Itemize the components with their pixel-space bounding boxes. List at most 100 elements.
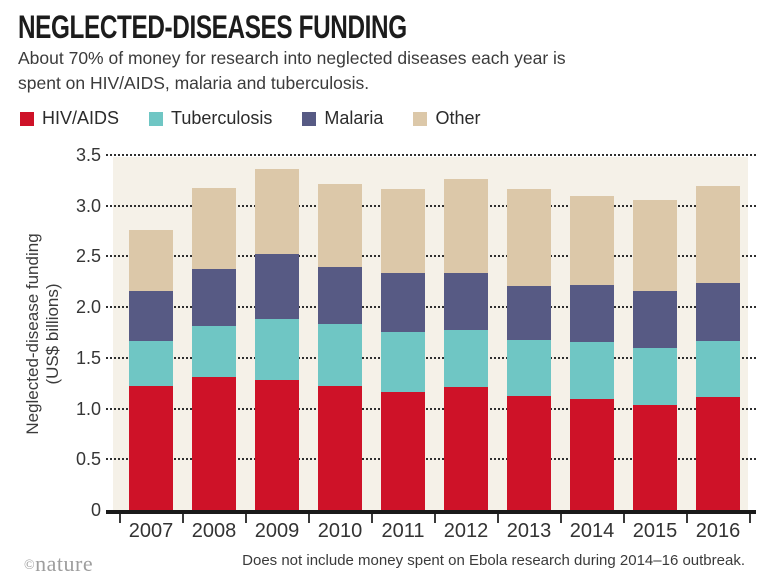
gridline-0.5 <box>106 458 756 461</box>
bar-2015-other <box>633 199 677 291</box>
footnote: Does not include money spent on Ebola re… <box>242 552 745 569</box>
x-label-2010: 2010 <box>317 520 363 542</box>
y-axis-title-line-1: Neglected-disease funding <box>23 233 42 435</box>
legend-label-hiv-aids: HIV/AIDS <box>42 108 120 128</box>
bar-2012-other <box>444 179 488 273</box>
gridline-3.0 <box>106 204 756 207</box>
y-tick-1-5: 1.5 <box>75 347 101 368</box>
x-tick-10 <box>748 514 751 523</box>
gridline-1.0 <box>106 407 756 410</box>
bar-2015-tuberculosis <box>633 347 677 405</box>
bar-2010-hiv-aids <box>318 386 362 510</box>
legend: HIV/AIDS Tuberculosis Malaria Other <box>20 108 480 129</box>
bar-2011-other <box>381 189 425 273</box>
x-label-2016: 2016 <box>695 520 741 542</box>
chart-title: NEGLECTED-DISEASES FUNDING <box>18 9 407 45</box>
bar-2016-malaria <box>696 282 740 341</box>
gridline-1.5 <box>106 356 756 359</box>
x-label-2012: 2012 <box>443 520 489 542</box>
bar-2009-malaria <box>255 254 299 320</box>
bar-2008-hiv-aids <box>192 377 236 510</box>
bar-2016-hiv-aids <box>696 397 740 510</box>
bar-2011-hiv-aids <box>381 392 425 510</box>
x-tick-2 <box>244 514 247 523</box>
bar-2013-malaria <box>507 285 551 340</box>
legend-label-tuberculosis: Tuberculosis <box>171 108 273 128</box>
y-tick-2-0: 2.0 <box>75 297 101 318</box>
x-tick-3 <box>307 514 310 523</box>
x-tick-8 <box>622 514 625 523</box>
x-label-2015: 2015 <box>632 520 678 542</box>
legend-swatch-tuberculosis <box>149 111 164 126</box>
nature-wordmark: nature <box>35 551 94 576</box>
x-tick-1 <box>181 514 184 523</box>
bar-2010-tuberculosis <box>318 324 362 387</box>
bar-2008-other <box>192 188 236 269</box>
x-label-2014: 2014 <box>569 520 615 542</box>
x-tick-5 <box>433 514 436 523</box>
bar-2012-malaria <box>444 272 488 331</box>
x-label-2011: 2011 <box>381 520 425 542</box>
bar-2014-hiv-aids <box>570 399 614 510</box>
x-label-2008: 2008 <box>191 520 237 542</box>
bar-2009-hiv-aids <box>255 380 299 510</box>
legend-swatch-other <box>413 111 428 126</box>
x-tick-9 <box>685 514 688 523</box>
y-tick-0: 0 <box>90 500 101 520</box>
x-label-2009: 2009 <box>254 520 300 542</box>
x-tick-7 <box>559 514 562 523</box>
y-tick-3-0: 3.0 <box>75 195 101 216</box>
x-tick-4 <box>370 514 373 523</box>
bar-2009-other <box>255 169 299 255</box>
gridline-2.5 <box>106 255 756 258</box>
bar-2013-tuberculosis <box>507 339 551 397</box>
x-axis-line <box>106 510 756 514</box>
bar-2011-tuberculosis <box>381 332 425 393</box>
gridline-3.5 <box>106 153 756 156</box>
bar-2008-tuberculosis <box>192 326 236 378</box>
bar-2009-tuberculosis <box>255 319 299 381</box>
y-tick-0-5: 0.5 <box>75 449 101 470</box>
bar-2015-malaria <box>633 290 677 348</box>
y-tick-3-5: 3.5 <box>75 144 101 165</box>
legend-item-other: Other <box>413 108 480 129</box>
nature-logo: ©nature <box>24 551 93 577</box>
bar-2013-other <box>507 189 551 286</box>
bar-2010-malaria <box>318 266 362 325</box>
y-tick-2-5: 2.5 <box>75 246 101 267</box>
bar-2012-tuberculosis <box>444 330 488 388</box>
bar-2007-other <box>129 230 173 291</box>
y-axis-title-line-2: (US$ billions) <box>43 283 62 385</box>
x-tick-0 <box>118 514 121 523</box>
copyright-icon: © <box>24 558 36 573</box>
y-tick-1-0: 1.0 <box>75 398 101 419</box>
bar-2015-hiv-aids <box>633 404 677 510</box>
bar-2016-tuberculosis <box>696 340 740 398</box>
legend-label-other: Other <box>435 108 481 128</box>
bar-2007-malaria <box>129 290 173 341</box>
legend-item-hiv-aids: HIV/AIDS <box>20 108 119 129</box>
bar-2012-hiv-aids <box>444 387 488 510</box>
bar-2011-malaria <box>381 272 425 333</box>
chart-subtitle: About 70% of money for research into neg… <box>18 46 566 96</box>
x-tick-6 <box>496 514 499 523</box>
legend-item-tuberculosis: Tuberculosis <box>149 108 272 129</box>
legend-item-malaria: Malaria <box>302 108 383 129</box>
y-axis-title: Neglected-disease funding (US$ billions) <box>23 184 65 484</box>
bar-2014-malaria <box>570 284 614 342</box>
bar-2013-hiv-aids <box>507 396 551 510</box>
x-label-2007: 2007 <box>128 520 174 542</box>
bar-2007-hiv-aids <box>129 386 173 510</box>
legend-label-malaria: Malaria <box>324 108 384 128</box>
bar-2016-other <box>696 186 740 283</box>
bar-2014-other <box>570 195 614 285</box>
legend-swatch-malaria <box>302 111 317 126</box>
bar-2007-tuberculosis <box>129 340 173 387</box>
legend-swatch-hiv-aids <box>20 111 34 126</box>
bar-2010-other <box>318 184 362 267</box>
subtitle-line-2: spent on HIV/AIDS, malaria and tuberculo… <box>18 73 370 93</box>
bar-2014-tuberculosis <box>570 341 614 400</box>
x-label-2013: 2013 <box>506 520 552 542</box>
subtitle-line-1: About 70% of money for research into neg… <box>18 48 566 68</box>
